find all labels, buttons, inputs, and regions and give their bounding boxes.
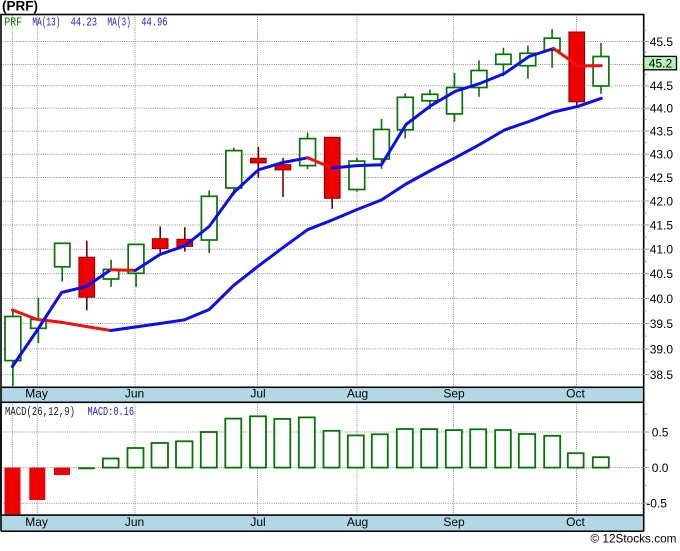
svg-text:45.2: 45.2	[649, 56, 673, 70]
svg-text:Jun: Jun	[125, 515, 144, 529]
svg-text:PRF: PRF	[4, 17, 22, 30]
svg-text:43.0: 43.0	[650, 148, 674, 162]
svg-text:0.0: 0.0	[652, 461, 669, 475]
svg-text:Sep: Sep	[443, 387, 465, 401]
svg-text:42.0: 42.0	[650, 195, 674, 209]
svg-text:Jul: Jul	[250, 387, 265, 401]
svg-text:May: May	[25, 387, 48, 401]
svg-text:41.5: 41.5	[650, 218, 674, 232]
svg-text:Oct: Oct	[566, 515, 585, 529]
svg-text:MACD:0.16: MACD:0.16	[88, 406, 135, 419]
svg-text:Jun: Jun	[125, 387, 144, 401]
svg-text:39.5: 39.5	[650, 317, 674, 331]
svg-text:42.5: 42.5	[650, 171, 674, 185]
svg-text:MA(13): MA(13)	[32, 17, 60, 30]
svg-text:-0.5: -0.5	[646, 497, 667, 511]
svg-text:41.0: 41.0	[650, 243, 674, 257]
svg-text:0.5: 0.5	[652, 425, 669, 439]
svg-text:Oct: Oct	[566, 387, 585, 401]
svg-text:40.0: 40.0	[650, 292, 674, 306]
svg-text:43.5: 43.5	[650, 125, 674, 139]
svg-text:39.0: 39.0	[650, 342, 674, 356]
svg-text:MACD(26,12,9): MACD(26,12,9)	[5, 406, 75, 419]
svg-text:Jul: Jul	[250, 515, 265, 529]
svg-text:Aug: Aug	[347, 515, 368, 529]
svg-text:38.5: 38.5	[650, 368, 674, 382]
svg-text:© 12Stocks.com: © 12Stocks.com	[590, 532, 676, 546]
svg-text:44.0: 44.0	[650, 102, 674, 116]
svg-text:Aug: Aug	[347, 387, 368, 401]
svg-text:MA(3): MA(3)	[107, 17, 130, 30]
svg-text:44.23: 44.23	[71, 17, 97, 30]
svg-text:44.96: 44.96	[141, 17, 167, 30]
svg-text:Sep: Sep	[443, 515, 465, 529]
svg-text:May: May	[25, 515, 48, 529]
svg-text:40.5: 40.5	[650, 267, 674, 281]
svg-text:44.5: 44.5	[650, 79, 674, 93]
svg-text:(PRF): (PRF)	[2, 0, 38, 14]
svg-text:45.5: 45.5	[650, 35, 674, 49]
